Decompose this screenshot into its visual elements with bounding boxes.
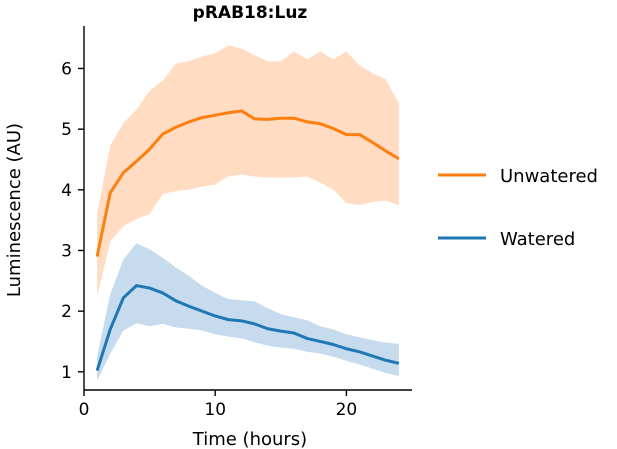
data-point-watered [371,355,373,357]
data-point-unwatered [96,255,98,257]
data-point-watered [332,343,334,345]
data-point-unwatered [266,118,268,120]
data-point-watered [96,369,98,371]
data-point-watered [122,297,124,299]
data-point-unwatered [280,117,282,119]
data-point-unwatered [358,133,360,135]
data-point-unwatered [175,126,177,128]
data-point-unwatered [253,118,255,120]
y-tick-label: 5 [61,120,72,140]
data-point-unwatered [371,141,373,143]
data-point-watered [385,359,387,361]
data-point-watered [293,332,295,334]
data-point-watered [227,318,229,320]
data-point-watered [240,320,242,322]
data-point-watered [135,284,137,286]
band-unwatered [97,45,399,296]
data-point-watered [358,351,360,353]
data-point-unwatered [293,117,295,119]
data-point-watered [148,287,150,289]
data-point-watered [109,328,111,330]
x-tick-label: 0 [79,400,90,420]
band-watered [97,243,399,381]
data-point-unwatered [345,133,347,135]
y-tick-label: 2 [61,302,72,322]
x-tick-label: 20 [336,400,358,420]
legend: Unwatered Watered [438,166,598,250]
legend-label-watered: Watered [500,229,575,250]
data-point-watered [306,337,308,339]
data-point-unwatered [385,150,387,152]
data-point-watered [253,323,255,325]
data-point-watered [280,330,282,332]
data-point-watered [188,305,190,307]
data-point-unwatered [188,121,190,123]
y-tick-label: 3 [61,241,72,261]
data-point-watered [266,328,268,330]
x-tick-label: 10 [204,400,226,420]
data-point-watered [319,340,321,342]
data-point-watered [345,348,347,350]
x-axis-label: Time (hours) [192,429,307,449]
series-line-watered [95,284,400,372]
data-point-unwatered [306,121,308,123]
data-point-unwatered [162,133,164,135]
y-tick-label: 1 [61,363,72,383]
data-point-unwatered [332,127,334,129]
y-tick-label: 4 [61,181,72,201]
data-point-unwatered [240,110,242,112]
data-point-unwatered [135,160,137,162]
series-line-unwatered [95,109,400,257]
data-point-unwatered [109,192,111,194]
data-point-watered [398,362,400,364]
y-tick-label: 6 [61,59,72,79]
data-point-unwatered [227,112,229,114]
data-point-unwatered [122,172,124,174]
y-axis-label: Luminescence (AU) [4,123,25,297]
data-point-watered [162,292,164,294]
data-point-unwatered [319,122,321,124]
data-point-watered [175,300,177,302]
data-point-unwatered [148,148,150,150]
legend-label-unwatered: Unwatered [500,166,598,187]
data-point-watered [214,315,216,317]
data-point-unwatered [398,158,400,160]
chart-title: pRAB18:Luz [193,3,308,23]
data-point-unwatered [201,116,203,118]
data-point-unwatered [214,114,216,116]
data-point-watered [201,310,203,312]
